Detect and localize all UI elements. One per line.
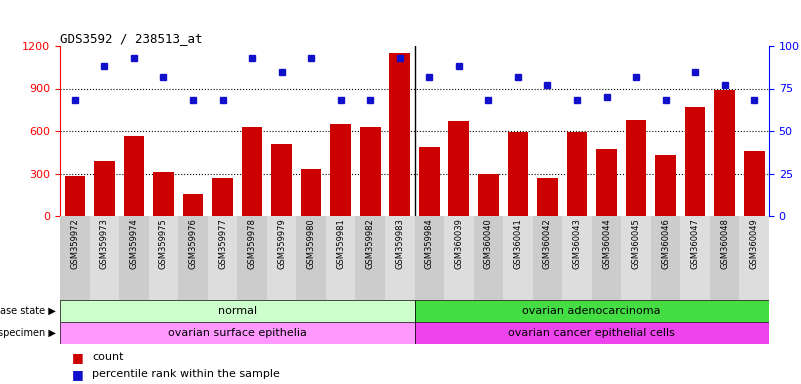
Bar: [272, 144, 292, 216]
Text: GSM360044: GSM360044: [602, 218, 611, 269]
Text: GSM359983: GSM359983: [395, 218, 405, 270]
Bar: [419, 147, 440, 216]
Bar: [478, 174, 499, 216]
Text: ovarian surface epithelia: ovarian surface epithelia: [168, 328, 307, 338]
Bar: [237, 216, 267, 300]
Bar: [592, 216, 622, 300]
Bar: [207, 216, 237, 300]
Bar: [153, 172, 174, 216]
Bar: [473, 216, 503, 300]
Text: GSM359975: GSM359975: [159, 218, 168, 269]
Bar: [183, 194, 203, 216]
Text: ovarian cancer epithelial cells: ovarian cancer epithelial cells: [509, 328, 675, 338]
Text: GSM359979: GSM359979: [277, 218, 286, 269]
Text: GSM360040: GSM360040: [484, 218, 493, 269]
Bar: [60, 322, 415, 344]
Text: GSM359973: GSM359973: [100, 218, 109, 270]
Text: GSM360043: GSM360043: [573, 218, 582, 270]
Text: GSM360047: GSM360047: [690, 218, 699, 270]
Bar: [503, 216, 533, 300]
Bar: [626, 120, 646, 216]
Bar: [119, 216, 149, 300]
Bar: [178, 216, 207, 300]
Text: disease state ▶: disease state ▶: [0, 306, 56, 316]
Bar: [415, 300, 769, 322]
Text: GSM359972: GSM359972: [70, 218, 79, 269]
Bar: [389, 53, 410, 216]
Bar: [508, 132, 528, 216]
Text: count: count: [92, 352, 123, 362]
Bar: [444, 216, 473, 300]
Text: GSM359976: GSM359976: [188, 218, 198, 270]
Bar: [267, 216, 296, 300]
Bar: [650, 216, 680, 300]
Text: GSM360048: GSM360048: [720, 218, 729, 270]
Bar: [90, 216, 119, 300]
Bar: [60, 300, 415, 322]
Bar: [65, 176, 85, 216]
Text: GSM359978: GSM359978: [248, 218, 256, 270]
Bar: [242, 127, 263, 216]
Text: GSM360041: GSM360041: [513, 218, 522, 269]
Bar: [123, 136, 144, 216]
Text: ■: ■: [72, 368, 84, 381]
Bar: [537, 178, 557, 216]
Text: specimen ▶: specimen ▶: [0, 328, 56, 338]
Text: percentile rank within the sample: percentile rank within the sample: [92, 369, 280, 379]
Bar: [566, 132, 587, 216]
Bar: [326, 216, 356, 300]
Text: GSM359974: GSM359974: [130, 218, 139, 269]
Text: GSM359980: GSM359980: [307, 218, 316, 269]
Bar: [149, 216, 178, 300]
Text: GSM360042: GSM360042: [543, 218, 552, 269]
Text: GSM360049: GSM360049: [750, 218, 759, 269]
Text: GSM360039: GSM360039: [454, 218, 463, 270]
Bar: [60, 216, 90, 300]
Bar: [415, 322, 769, 344]
Bar: [415, 216, 444, 300]
Text: GSM359981: GSM359981: [336, 218, 345, 269]
Bar: [714, 90, 735, 216]
Bar: [296, 216, 326, 300]
Text: GSM360046: GSM360046: [661, 218, 670, 270]
Bar: [533, 216, 562, 300]
Bar: [622, 216, 650, 300]
Bar: [212, 178, 233, 216]
Text: ovarian adenocarcinoma: ovarian adenocarcinoma: [522, 306, 661, 316]
Bar: [680, 216, 710, 300]
Text: GSM359977: GSM359977: [218, 218, 227, 270]
Bar: [710, 216, 739, 300]
Bar: [744, 151, 764, 216]
Text: GSM359982: GSM359982: [366, 218, 375, 269]
Text: GSM360045: GSM360045: [631, 218, 641, 269]
Text: ■: ■: [72, 351, 84, 364]
Bar: [655, 155, 676, 216]
Text: normal: normal: [218, 306, 257, 316]
Text: GDS3592 / 238513_at: GDS3592 / 238513_at: [60, 32, 203, 45]
Text: GSM359984: GSM359984: [425, 218, 434, 269]
Bar: [449, 121, 469, 216]
Bar: [739, 216, 769, 300]
Bar: [94, 161, 115, 216]
Bar: [356, 216, 385, 300]
Bar: [301, 169, 321, 216]
Bar: [360, 127, 380, 216]
Bar: [330, 124, 351, 216]
Bar: [562, 216, 592, 300]
Bar: [685, 107, 706, 216]
Bar: [596, 149, 617, 216]
Bar: [385, 216, 415, 300]
